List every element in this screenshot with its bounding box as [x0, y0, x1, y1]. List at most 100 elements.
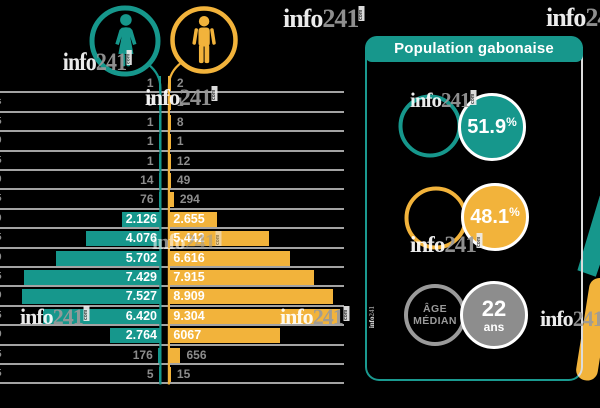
pyramid-row: 9 2.764 6067 — [0, 326, 344, 346]
bar-male — [168, 367, 171, 382]
bar-value-male: 294 — [179, 192, 200, 207]
bar-male — [168, 134, 171, 150]
bar-female — [158, 114, 161, 130]
age-label-fragment: 0 — [0, 252, 2, 263]
bar-male — [168, 289, 333, 305]
pyramid-row: 0 1 1 — [0, 132, 344, 152]
population-pyramid: 12s0151801151120144957629402.1262.65554.… — [0, 74, 344, 386]
bar-value-female: 5 — [146, 367, 154, 381]
bar-male — [168, 270, 315, 285]
median-age-label: ÂGE MÉDIAN — [404, 284, 466, 346]
bar-value-male: 12 — [176, 153, 191, 168]
age-label-fragment: 5 — [0, 271, 2, 282]
female-percentage-value: 51.9 — [467, 115, 507, 138]
info241-watermark: info241 — [546, 3, 600, 32]
pyramid-row: 0 7.527 8.909 — [0, 287, 344, 307]
bar-female — [158, 95, 161, 111]
age-label-fragment: 0 — [0, 290, 2, 301]
bar-value-female: 7.429 — [125, 270, 157, 284]
bar-female — [42, 308, 161, 324]
female-circle — [89, 5, 161, 77]
bar-value-female: 176 — [132, 347, 153, 362]
bar-male — [168, 250, 291, 266]
male-icon — [192, 15, 217, 64]
age-label-fragment: 5 — [0, 232, 2, 243]
bar-value-female: 1 — [146, 153, 154, 168]
bar-value-female: 1 — [146, 134, 154, 149]
age-label-fragment: s — [0, 96, 2, 107]
female-icon — [115, 14, 137, 67]
bar-female — [85, 231, 161, 247]
bar-value-male: 6.616 — [173, 250, 205, 265]
age-label-fragment: 0 — [0, 213, 2, 224]
bar-female — [55, 250, 161, 266]
bar-value-male: 9.304 — [173, 308, 205, 323]
median-age-unit: ans — [483, 319, 505, 334]
bar-value-female: 7.527 — [125, 289, 157, 304]
bar-male — [168, 347, 181, 363]
bar-female — [158, 173, 161, 188]
male-percentage-value: 48.1 — [470, 205, 510, 228]
bar-value-female: 6.420 — [125, 308, 157, 323]
bar-value-male: 7.915 — [173, 270, 205, 284]
bar-female — [158, 367, 161, 382]
bar-value-male: 2 — [176, 76, 184, 90]
pyramid-row: 0 14 49 — [0, 171, 344, 191]
male-circle — [170, 6, 238, 74]
bar-value-female: 2.764 — [125, 328, 157, 343]
age-label-fragment: 9 — [0, 329, 2, 340]
median-label-line1: ÂGE — [423, 302, 447, 315]
pyramid-row: 5 76 294 — [0, 190, 344, 210]
bar-value-male: 6067 — [173, 328, 202, 343]
bar-male — [168, 95, 171, 111]
bar-male — [168, 114, 171, 130]
bar-value-female: 5.702 — [125, 250, 157, 265]
panel-title: Population gabonaise — [365, 36, 583, 62]
age-label-fragment: 0 — [0, 174, 2, 185]
bar-female — [158, 76, 161, 91]
bar-female — [24, 270, 161, 285]
median-age-value: 22 — [481, 295, 507, 321]
pyramid-row: 5 6.420 9.304 — [0, 307, 344, 327]
bar-value-female: 1 — [146, 76, 154, 90]
median-age-badge: 22 ans — [460, 281, 528, 349]
bar-female — [22, 289, 161, 305]
percent-sign: % — [506, 115, 517, 129]
bar-female — [158, 153, 161, 169]
age-label-fragment: 5 — [0, 116, 2, 127]
pyramid-row: 0 2.126 2.655 — [0, 210, 344, 230]
bar-male — [168, 308, 340, 324]
pyramid-row: s 0 1 — [0, 93, 344, 113]
pyramid-row: 0 5.702 6.616 — [0, 249, 344, 268]
bar-male — [168, 153, 171, 169]
bar-female — [158, 134, 161, 150]
age-label-fragment: 5 — [0, 310, 2, 321]
age-label-fragment: 5 — [0, 155, 2, 166]
pyramid-row: 5 1 8 — [0, 113, 344, 133]
bar-value-female: 14 — [140, 173, 154, 187]
bar-value-female: 1 — [146, 114, 154, 129]
pyramid-row: 5 7.429 7.915 — [0, 268, 344, 288]
pyramid-row: 5 4.076 5.442 — [0, 229, 344, 249]
info241-watermark: info241com — [283, 4, 365, 33]
age-label-fragment: 5 — [0, 193, 2, 204]
bar-male — [168, 76, 171, 91]
bar-value-male: 49 — [176, 173, 191, 187]
pyramid-row: 5 5 15 — [0, 365, 344, 385]
male-percentage-badge: 48.1% — [461, 183, 529, 251]
age-label-fragment: 0 — [0, 135, 2, 146]
bar-male — [168, 192, 174, 208]
bar-value-male: 656 — [186, 347, 207, 362]
bar-value-male: 5.442 — [173, 231, 205, 246]
bar-value-female: 4.076 — [125, 231, 157, 246]
bar-value-male: 15 — [176, 367, 191, 381]
bar-male — [168, 328, 281, 344]
bar-value-male: 8.909 — [173, 289, 205, 304]
bar-value-female: 0 — [146, 95, 154, 110]
age-label-fragment: 5 — [0, 349, 2, 360]
age-label-fragment: 5 — [0, 368, 2, 379]
bar-value-male: 1 — [176, 95, 184, 110]
bar-female — [158, 192, 161, 208]
